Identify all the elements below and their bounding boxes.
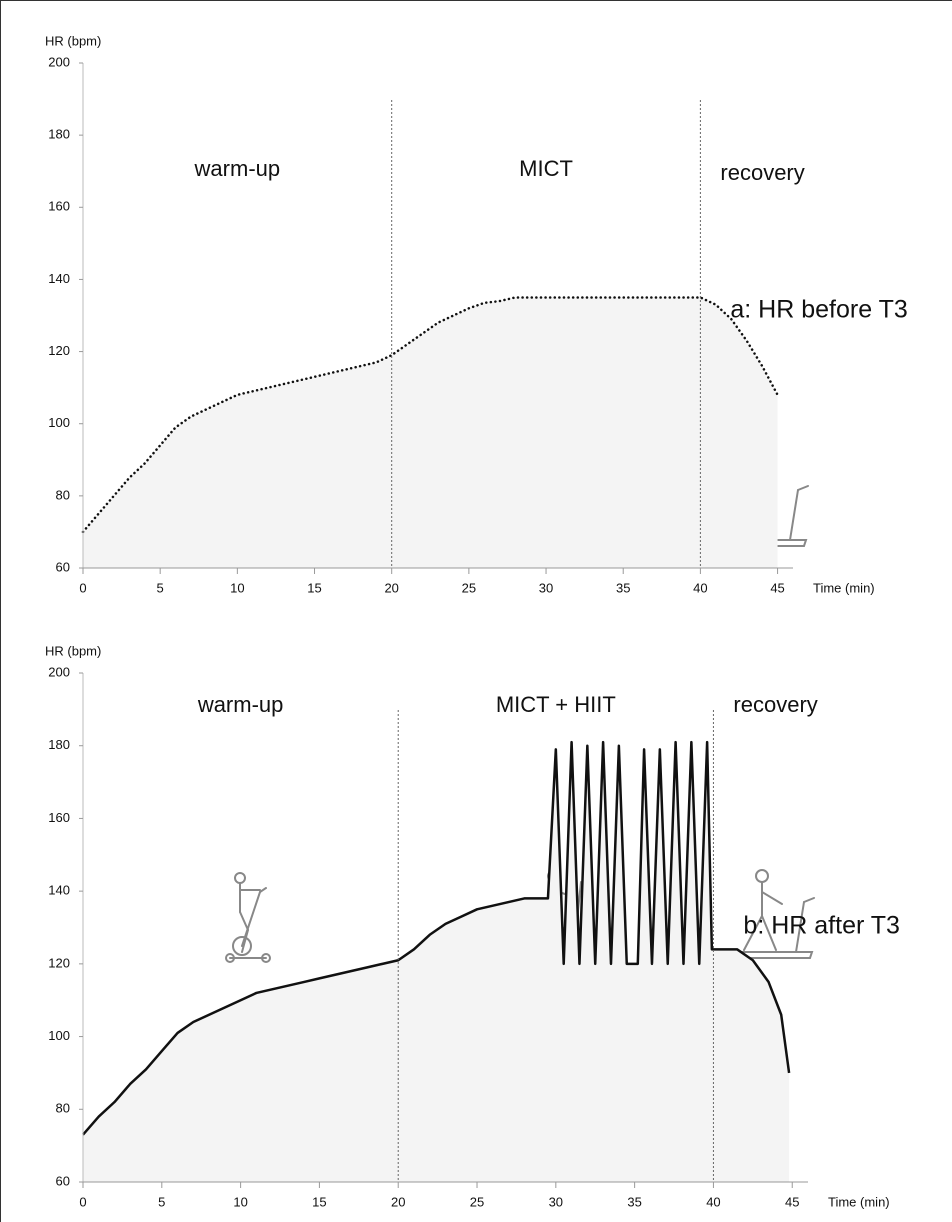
x-tick-label: 5 (158, 1194, 165, 1209)
y-tick-label: 100 (48, 1028, 70, 1043)
y-tick-label: 140 (48, 883, 70, 898)
x-tick-label: 0 (79, 1194, 86, 1209)
x-axis-label: Time (min) (813, 580, 875, 595)
x-tick-label: 10 (230, 580, 244, 595)
y-tick-label: 120 (48, 955, 70, 970)
phase-label: MICT (519, 156, 573, 181)
y-tick-label: 180 (48, 127, 70, 142)
series-name: b: HR after T3 (743, 912, 900, 940)
phase-label: warm-up (197, 692, 284, 717)
y-tick-label: 60 (56, 559, 70, 574)
x-tick-label: 15 (312, 1194, 326, 1209)
figure: a: HR before T36080100120140160180200051… (0, 0, 952, 1222)
y-axis-label: HR (bpm) (45, 643, 101, 658)
x-tick-label: 20 (391, 1194, 405, 1209)
phase-label: warm-up (194, 156, 281, 181)
phase-label: recovery (733, 692, 817, 717)
x-tick-label: 25 (470, 1194, 484, 1209)
x-tick-label: 45 (770, 580, 784, 595)
x-tick-label: 5 (157, 580, 164, 595)
y-tick-label: 180 (48, 737, 70, 752)
x-tick-label: 35 (627, 1194, 641, 1209)
x-tick-label: 25 (462, 580, 476, 595)
x-tick-label: 30 (539, 580, 553, 595)
y-axis-label: HR (bpm) (45, 33, 101, 48)
y-tick-label: 160 (48, 810, 70, 825)
series-name: a: HR before T3 (730, 296, 907, 324)
x-tick-label: 15 (307, 580, 321, 595)
y-tick-label: 120 (48, 343, 70, 358)
y-tick-label: 200 (48, 664, 70, 679)
y-tick-label: 140 (48, 271, 70, 286)
x-tick-label: 40 (693, 580, 707, 595)
x-tick-label: 45 (785, 1194, 799, 1209)
y-tick-label: 60 (56, 1173, 70, 1188)
y-tick-label: 100 (48, 415, 70, 430)
x-tick-label: 0 (79, 580, 86, 595)
y-tick-label: 160 (48, 199, 70, 214)
phase-label: MICT + HIIT (496, 692, 616, 717)
x-axis-label: Time (min) (828, 1194, 890, 1209)
y-tick-label: 80 (56, 487, 70, 502)
x-tick-label: 35 (616, 580, 630, 595)
phase-label: recovery (720, 160, 804, 185)
x-tick-label: 10 (233, 1194, 247, 1209)
y-tick-label: 200 (48, 54, 70, 69)
x-tick-label: 30 (549, 1194, 563, 1209)
x-tick-label: 20 (384, 580, 398, 595)
x-tick-label: 40 (706, 1194, 720, 1209)
y-tick-label: 80 (56, 1101, 70, 1116)
